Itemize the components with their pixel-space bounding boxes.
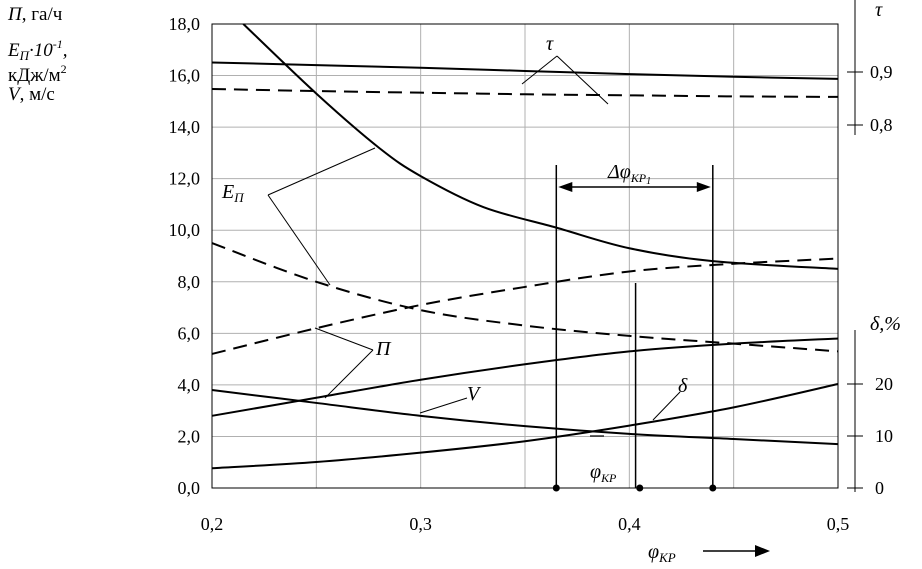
series-tau-solid	[211, 61, 839, 80]
delta-tick-label-1: 10	[875, 426, 893, 446]
series-tau-dashed	[211, 87, 839, 98]
y-axis-label-1: П, га/ч	[8, 4, 63, 25]
delta-phi-label: ΔφКР1	[607, 161, 651, 187]
x-axis-label: φКР	[648, 541, 676, 565]
ep-leader-2	[267, 194, 331, 286]
y-tick-label-0: 0,0	[178, 478, 201, 498]
tau-leader-2	[556, 55, 609, 105]
y-tick-label-7: 14,0	[169, 117, 201, 137]
delta-label: δ	[678, 375, 688, 397]
v-leader	[419, 397, 468, 414]
p-leader-1	[314, 327, 374, 351]
delta-phi-arrow-left	[558, 182, 573, 192]
delta-phi-arrow-right	[696, 182, 711, 192]
p-label: П	[375, 338, 392, 360]
tau-axis-label: τ	[875, 0, 883, 21]
y-tick-label-4: 8,0	[178, 272, 201, 292]
phi-bar-label: φКР	[590, 461, 617, 485]
y-axis-label-4: V, м/с	[8, 84, 55, 105]
y-tick-label-5: 10,0	[169, 220, 201, 240]
y-tick-label-2: 4,0	[178, 375, 201, 395]
marker-dot-1	[636, 484, 644, 492]
series-ep-solid	[242, 23, 839, 270]
delta-axis-label: δ,%	[870, 313, 901, 335]
series-p-dashed	[211, 257, 839, 355]
y-tick-label-1: 2,0	[178, 426, 201, 446]
delta-tick-label-2: 0	[875, 478, 884, 498]
delta-leader	[652, 391, 681, 421]
x-tick-label-0: 0,2	[201, 514, 224, 534]
series-delta-solid	[211, 383, 839, 470]
y-axis-label-2: ЕП·10-1,	[8, 37, 68, 63]
x-tick-label-3: 0,5	[827, 514, 850, 534]
tau-leader-1	[521, 55, 558, 85]
tau-tick-label-0: 0,9	[870, 62, 893, 82]
y-tick-label-9: 18,0	[169, 14, 201, 34]
plot-frame	[211, 23, 839, 489]
tau-label: τ	[546, 33, 554, 55]
y-axis-label-3: кДж/м2	[8, 62, 67, 86]
p-leader-2	[324, 349, 374, 399]
series-v-solid	[211, 389, 839, 446]
y-tick-label-3: 6,0	[178, 323, 201, 343]
delta-tick-label-0: 20	[875, 374, 893, 394]
y-tick-label-6: 12,0	[169, 169, 201, 189]
ep-label: ЕП	[221, 181, 245, 205]
x-tick-label-1: 0,3	[409, 514, 432, 534]
series-p-solid	[211, 337, 839, 417]
y-tick-label-8: 16,0	[169, 66, 201, 86]
x-tick-label-2: 0,4	[618, 514, 641, 534]
v-label: V	[467, 383, 482, 405]
x-axis-arrow-head	[755, 545, 770, 557]
ep-leader-1	[267, 147, 376, 196]
tau-tick-label-1: 0,8	[870, 115, 893, 135]
